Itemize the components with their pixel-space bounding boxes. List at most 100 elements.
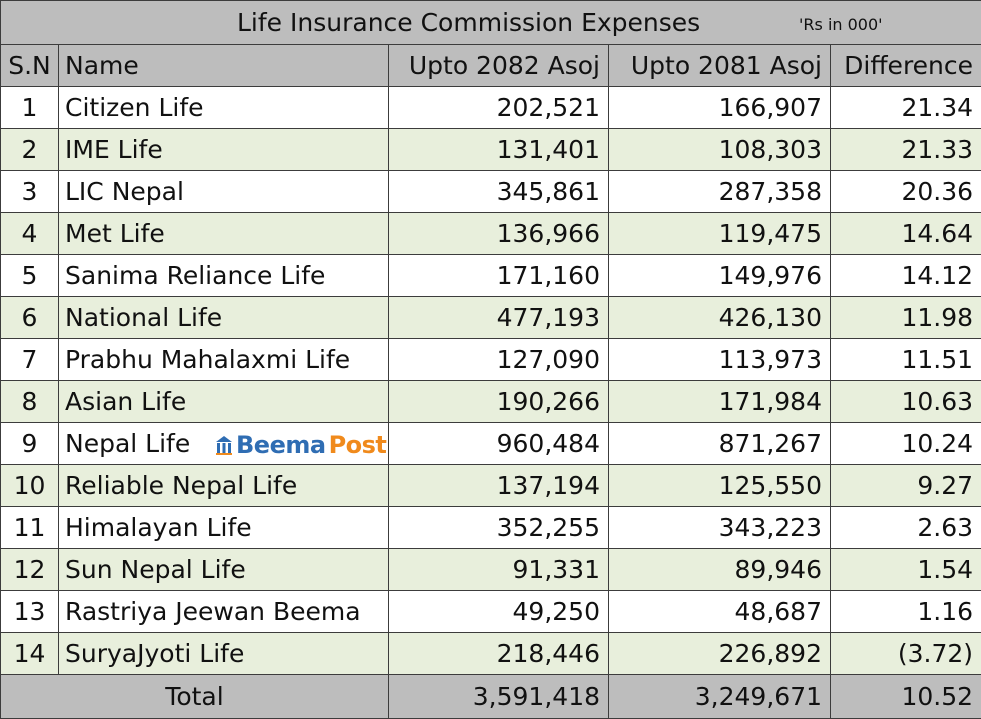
row-name: LIC Nepal bbox=[65, 177, 184, 206]
row-difference: 10.63 bbox=[831, 381, 981, 423]
row-name-wrap: Sun Nepal Life bbox=[65, 555, 382, 584]
header-difference: Difference bbox=[831, 45, 981, 87]
header-sn: S.N bbox=[1, 45, 59, 87]
row-difference: 2.63 bbox=[831, 507, 981, 549]
row-name: Asian Life bbox=[65, 387, 186, 416]
row-upto-2081: 48,687 bbox=[609, 591, 831, 633]
row-name-wrap: Himalayan Life bbox=[65, 513, 382, 542]
row-upto-2082: 171,160 bbox=[389, 255, 609, 297]
row-name-cell: IME Life bbox=[59, 129, 389, 171]
row-upto-2081: 171,984 bbox=[609, 381, 831, 423]
row-difference: (3.72) bbox=[831, 633, 981, 675]
row-name: IME Life bbox=[65, 135, 163, 164]
row-name-wrap: Citizen Life bbox=[65, 93, 382, 122]
row-sn: 12 bbox=[1, 549, 59, 591]
row-upto-2081: 125,550 bbox=[609, 465, 831, 507]
row-name: Sun Nepal Life bbox=[65, 555, 246, 584]
row-sn: 3 bbox=[1, 171, 59, 213]
row-upto-2081: 343,223 bbox=[609, 507, 831, 549]
row-difference: 20.36 bbox=[831, 171, 981, 213]
row-upto-2081: 108,303 bbox=[609, 129, 831, 171]
row-upto-2081: 119,475 bbox=[609, 213, 831, 255]
row-name-wrap: Prabhu Mahalaxmi Life bbox=[65, 345, 382, 374]
unit-note: 'Rs in 000' bbox=[799, 15, 883, 34]
row-upto-2081: 426,130 bbox=[609, 297, 831, 339]
row-upto-2081: 113,973 bbox=[609, 339, 831, 381]
building-icon bbox=[215, 434, 233, 456]
logo-text-post: Post bbox=[329, 431, 387, 459]
row-name: Reliable Nepal Life bbox=[65, 471, 297, 500]
row-difference: 14.64 bbox=[831, 213, 981, 255]
row-difference: 21.33 bbox=[831, 129, 981, 171]
title-row: Life Insurance Commission Expenses 'Rs i… bbox=[1, 1, 981, 45]
row-upto-2082: 218,446 bbox=[389, 633, 609, 675]
row-name: SuryaJyoti Life bbox=[65, 639, 244, 668]
row-sn: 7 bbox=[1, 339, 59, 381]
logo-text-beema: Beema bbox=[236, 431, 326, 459]
row-name: Citizen Life bbox=[65, 93, 204, 122]
row-name-cell: Rastriya Jeewan Beema bbox=[59, 591, 389, 633]
row-upto-2081: 871,267 bbox=[609, 423, 831, 465]
row-sn: 4 bbox=[1, 213, 59, 255]
row-name-cell: Met Life bbox=[59, 213, 389, 255]
row-name-wrap: SuryaJyoti Life bbox=[65, 639, 382, 668]
row-difference: 21.34 bbox=[831, 87, 981, 129]
row-upto-2081: 287,358 bbox=[609, 171, 831, 213]
row-name-cell: Prabhu Mahalaxmi Life bbox=[59, 339, 389, 381]
header-row: S.N Name Upto 2082 Asoj Upto 2081 Asoj D… bbox=[1, 45, 981, 87]
row-difference: 10.24 bbox=[831, 423, 981, 465]
row-sn: 10 bbox=[1, 465, 59, 507]
total-upto-2082: 3,591,418 bbox=[389, 675, 609, 719]
row-upto-2082: 49,250 bbox=[389, 591, 609, 633]
row-upto-2081: 166,907 bbox=[609, 87, 831, 129]
row-sn: 14 bbox=[1, 633, 59, 675]
row-name-wrap: Met Life bbox=[65, 219, 382, 248]
row-difference: 11.98 bbox=[831, 297, 981, 339]
row-name-wrap: Asian Life bbox=[65, 387, 382, 416]
row-sn: 2 bbox=[1, 129, 59, 171]
header-upto-2081: Upto 2081 Asoj bbox=[609, 45, 831, 87]
row-name-cell: Asian Life bbox=[59, 381, 389, 423]
row-name-wrap: Rastriya Jeewan Beema bbox=[65, 597, 382, 626]
row-upto-2082: 960,484 bbox=[389, 423, 609, 465]
row-upto-2082: 91,331 bbox=[389, 549, 609, 591]
row-difference: 11.51 bbox=[831, 339, 981, 381]
total-label: Total bbox=[1, 675, 389, 719]
row-upto-2082: 345,861 bbox=[389, 171, 609, 213]
row-sn: 13 bbox=[1, 591, 59, 633]
row-sn: 6 bbox=[1, 297, 59, 339]
row-name: Met Life bbox=[65, 219, 165, 248]
row-name-cell: Sun Nepal Life bbox=[59, 549, 389, 591]
row-upto-2082: 352,255 bbox=[389, 507, 609, 549]
row-sn: 5 bbox=[1, 255, 59, 297]
row-difference: 9.27 bbox=[831, 465, 981, 507]
row-name-cell: Sanima Reliance Life bbox=[59, 255, 389, 297]
row-name: Prabhu Mahalaxmi Life bbox=[65, 345, 350, 374]
row-sn: 11 bbox=[1, 507, 59, 549]
total-difference: 10.52 bbox=[831, 675, 981, 719]
row-name: Nepal Life bbox=[65, 429, 190, 458]
row-name-wrap: IME Life bbox=[65, 135, 382, 164]
header-name: Name bbox=[59, 45, 389, 87]
row-name-cell: Citizen Life bbox=[59, 87, 389, 129]
row-upto-2081: 226,892 bbox=[609, 633, 831, 675]
row-sn: 9 bbox=[1, 423, 59, 465]
row-name-wrap: LIC Nepal bbox=[65, 177, 382, 206]
row-name-cell: Himalayan Life bbox=[59, 507, 389, 549]
